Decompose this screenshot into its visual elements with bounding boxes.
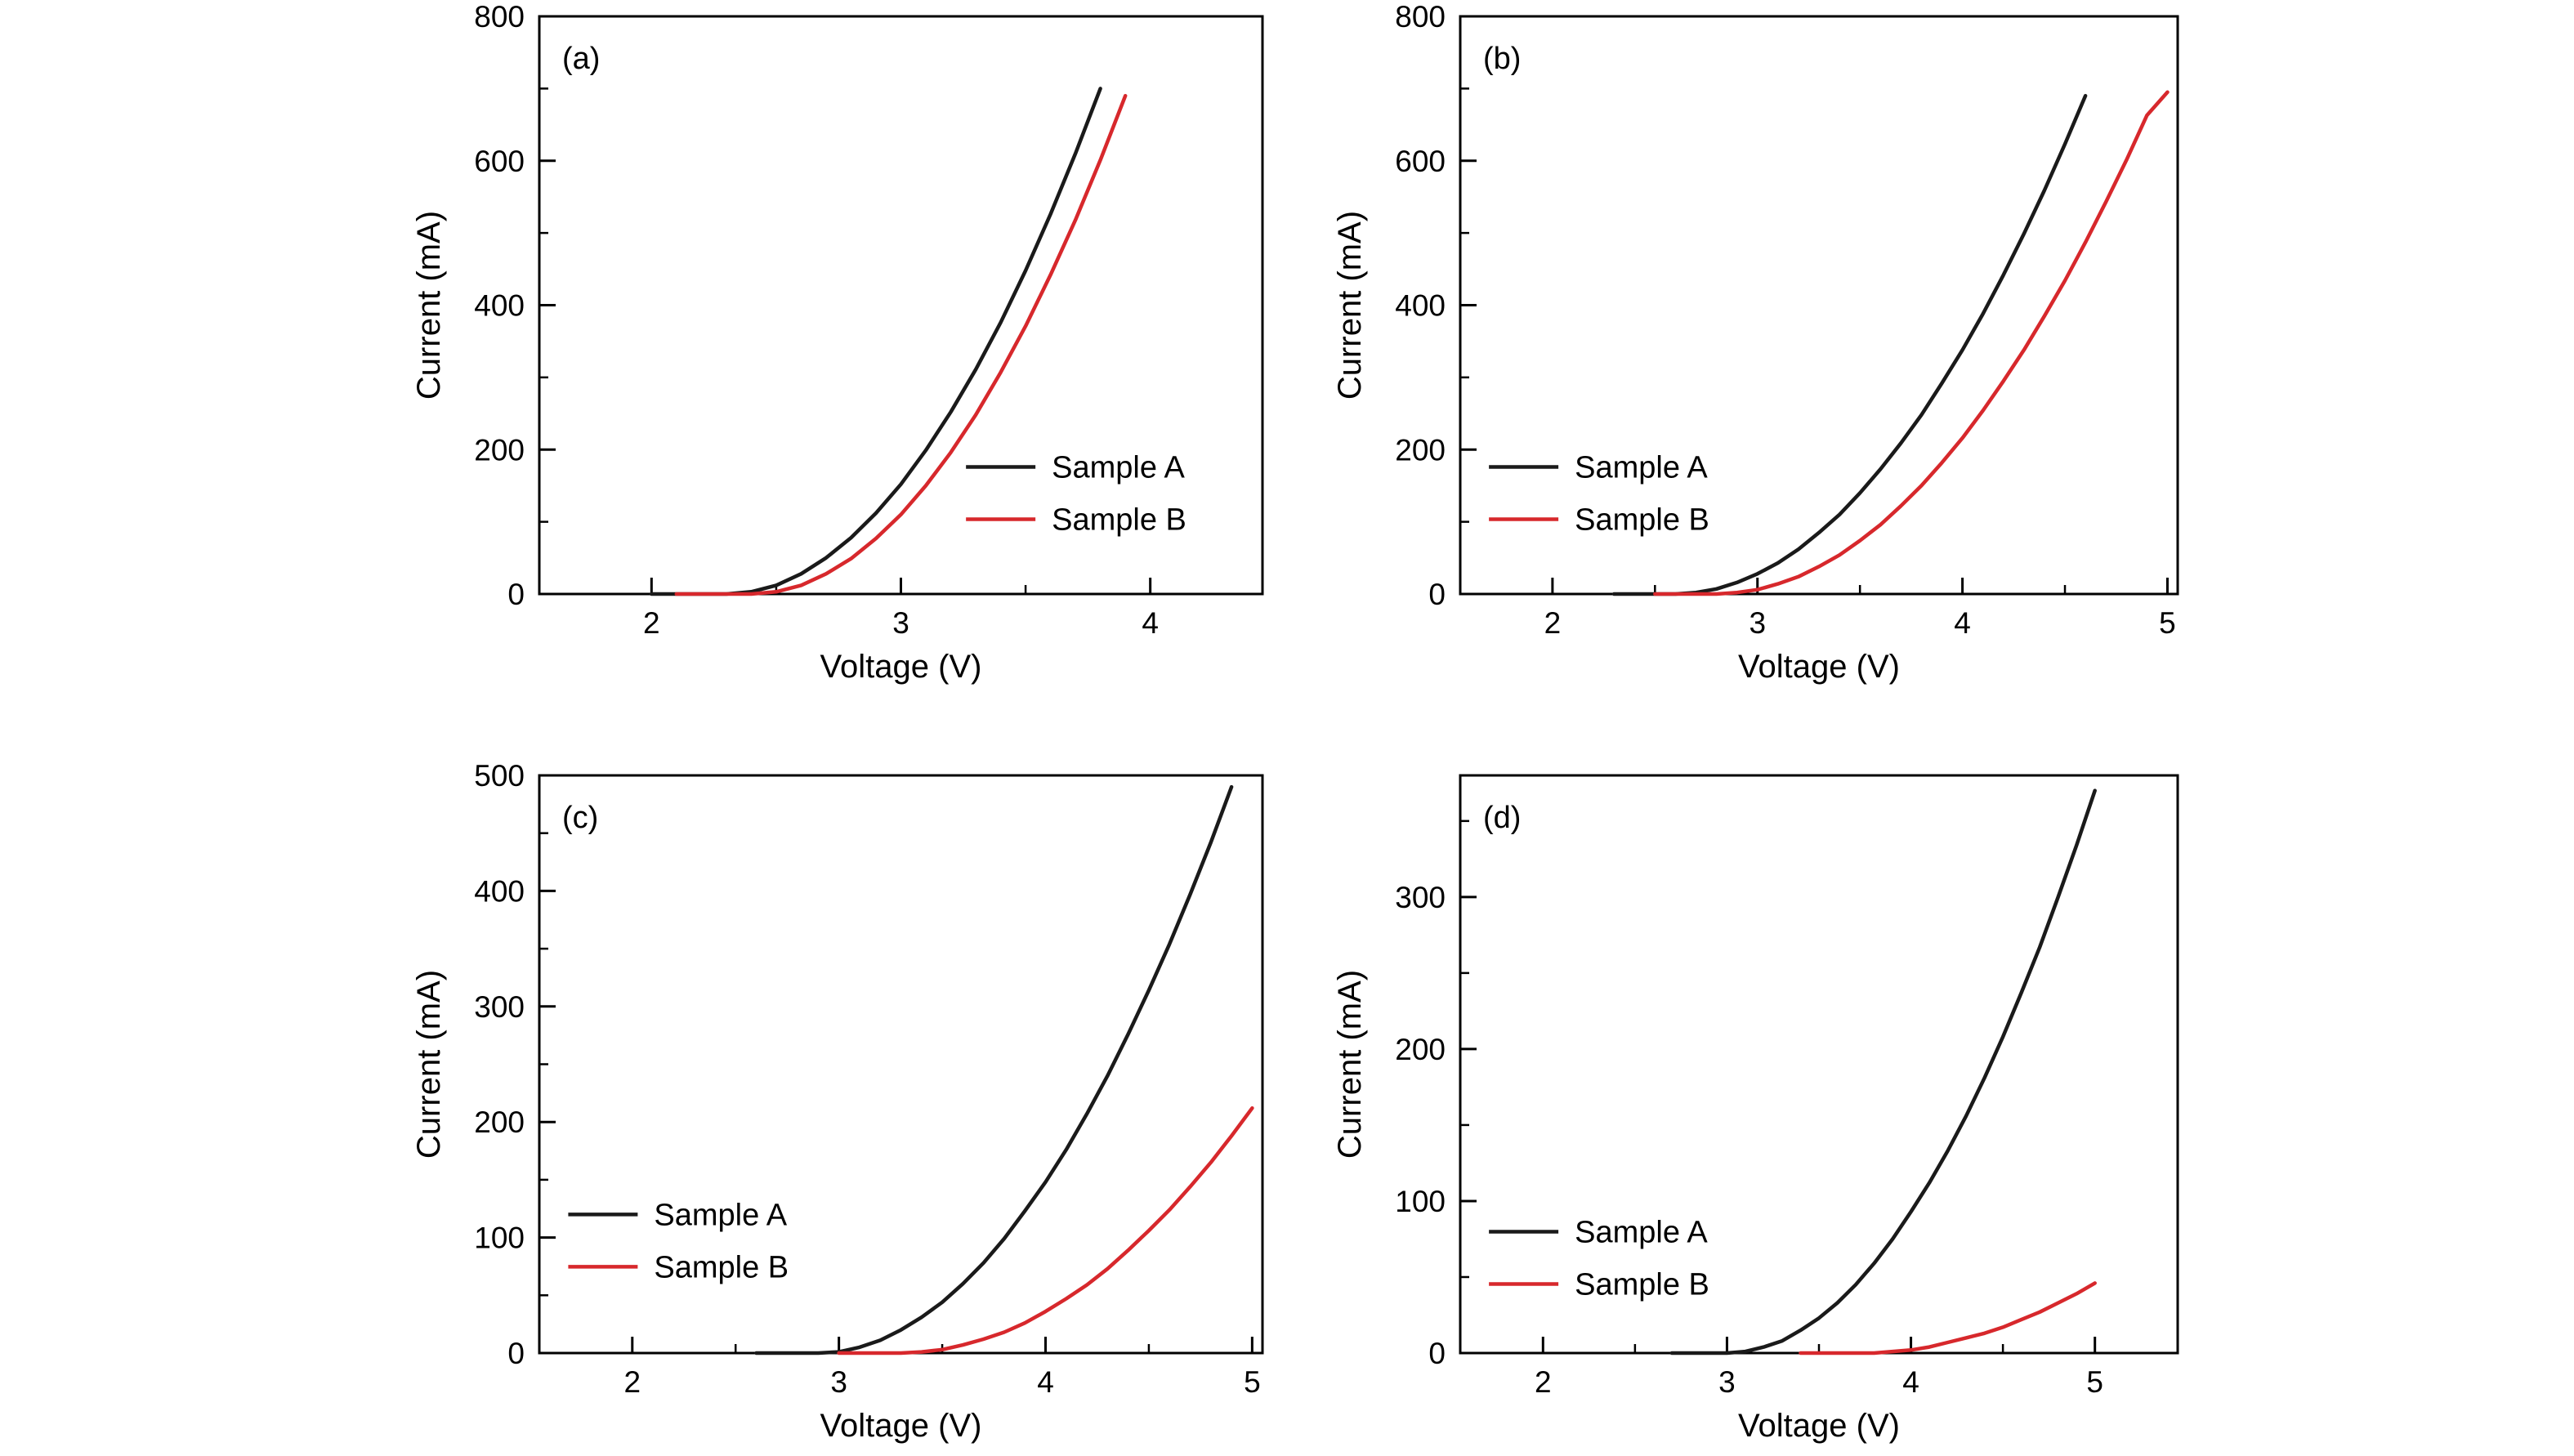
- x-tick-label: 4: [1037, 1365, 1054, 1399]
- y-tick-label: 800: [474, 0, 525, 33]
- y-tick-label: 500: [474, 759, 525, 793]
- series-line-sample-b: [674, 93, 1128, 596]
- panel-letter-label: (d): [1483, 801, 1521, 835]
- x-tick-label: 3: [1718, 1365, 1736, 1399]
- legend: Sample A Sample B: [568, 1198, 789, 1284]
- y-tick-label: 100: [1395, 1185, 1446, 1218]
- x-tick-label: 4: [1142, 606, 1159, 640]
- y-tick-label: 0: [1428, 578, 1446, 611]
- x-axis-label: Voltage (V): [1738, 1408, 1900, 1444]
- x-tick-label: 4: [1954, 606, 1971, 640]
- y-axis-label: Current (mA): [1332, 970, 1368, 1159]
- legend-label: Sample A: [1575, 450, 1708, 485]
- panel-a: 2 3 4 0 200 400 600 800 Voltage (V) Current (mA) (…: [411, 0, 1264, 685]
- y-tick-label: 600: [1395, 145, 1446, 178]
- x-tick-label: 2: [1535, 1365, 1552, 1399]
- x-axis-label: Voltage (V): [820, 1408, 982, 1444]
- x-tick-label: 5: [2086, 1365, 2103, 1399]
- legend-label: Sample B: [654, 1250, 789, 1284]
- series-line-sample-a: [754, 784, 1234, 1356]
- x-tick-label: 2: [643, 606, 660, 640]
- y-axis-label: Current (mA): [411, 211, 447, 400]
- y-tick-label: 600: [474, 145, 525, 178]
- series-line-sample-b: [1653, 90, 2170, 596]
- y-tick-label: 300: [474, 990, 525, 1024]
- y-tick-label: 300: [1395, 881, 1446, 914]
- legend-label: Sample A: [654, 1198, 787, 1232]
- y-tick-label: 200: [1395, 433, 1446, 467]
- panel-letter-label: (c): [562, 801, 598, 835]
- legend: Sample A Sample B: [1489, 1216, 1709, 1302]
- y-tick-label: 400: [1395, 289, 1446, 323]
- panel-b: 2 3 4 5 0 200 400 600 800 Voltage (V) Current (mA)…: [1332, 0, 2179, 685]
- y-tick-label: 400: [474, 289, 525, 323]
- y-tick-label: 0: [507, 1337, 525, 1370]
- x-tick-label: 3: [830, 1365, 847, 1399]
- y-tick-label: 100: [474, 1222, 525, 1255]
- series-line-sample-b: [1799, 1281, 2097, 1356]
- series-line-sample-b: [837, 1105, 1254, 1356]
- y-axis-label: Current (mA): [1332, 211, 1368, 400]
- y-tick-label: 800: [1395, 0, 1446, 33]
- legend-label: Sample A: [1052, 450, 1185, 485]
- plot-frame: [1459, 15, 2179, 596]
- legend-label: Sample B: [1575, 1268, 1709, 1302]
- series-line-sample-a: [1669, 788, 2097, 1356]
- y-tick-label: 200: [474, 1105, 525, 1139]
- panel-c: 2 3 4 5 0 100 200 300 400 500 Voltage (V) Current (…: [411, 759, 1264, 1444]
- y-tick-label: 0: [1428, 1337, 1446, 1370]
- x-tick-label: 2: [623, 1365, 641, 1399]
- y-tick-label: 200: [1395, 1033, 1446, 1066]
- x-axis-label: Voltage (V): [820, 649, 982, 685]
- legend: Sample A Sample B: [966, 450, 1186, 537]
- y-tick-label: 0: [507, 578, 525, 611]
- y-tick-label: 400: [474, 874, 525, 908]
- y-axis-label: Current (mA): [411, 970, 447, 1159]
- legend: Sample A Sample B: [1489, 450, 1709, 537]
- x-tick-label: 3: [1749, 606, 1766, 640]
- x-tick-label: 2: [1544, 606, 1562, 640]
- legend-label: Sample B: [1575, 502, 1709, 537]
- legend-label: Sample A: [1575, 1216, 1708, 1250]
- legend-label: Sample B: [1052, 502, 1186, 537]
- panel-letter-label: (b): [1483, 42, 1521, 76]
- x-tick-label: 5: [2159, 606, 2176, 640]
- plot-frame: [538, 774, 1264, 1355]
- panel-letter-label: (a): [562, 42, 600, 76]
- x-tick-label: 4: [1902, 1365, 1919, 1399]
- panel-d: 2 3 4 5 0 100 200 300 Voltage (V) Current (mA) (d)…: [1332, 774, 2179, 1444]
- x-axis-label: Voltage (V): [1738, 649, 1900, 685]
- x-tick-label: 3: [892, 606, 909, 640]
- y-tick-label: 200: [474, 433, 525, 467]
- x-tick-label: 5: [1244, 1365, 1261, 1399]
